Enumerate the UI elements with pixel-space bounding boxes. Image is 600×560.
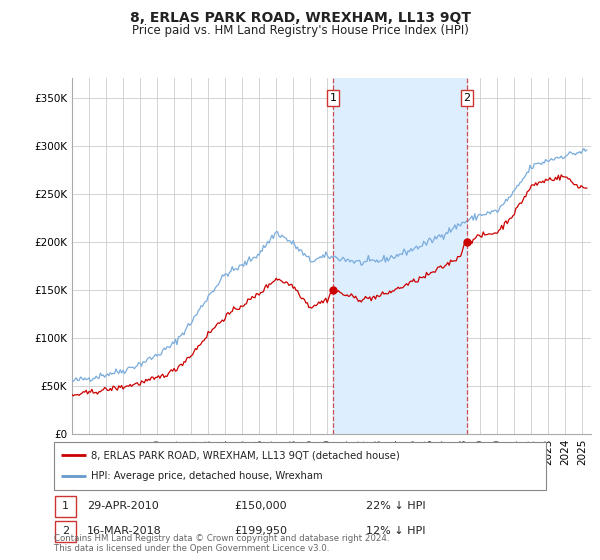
FancyBboxPatch shape (55, 496, 76, 517)
Text: 1: 1 (62, 501, 69, 511)
Text: 29-APR-2010: 29-APR-2010 (87, 501, 159, 511)
Text: £199,950: £199,950 (234, 526, 287, 536)
Text: 2: 2 (463, 93, 470, 103)
Bar (333, 78, 467, 434)
Text: 12% ↓ HPI: 12% ↓ HPI (366, 526, 425, 536)
Text: HPI: Average price, detached house, Wrexham: HPI: Average price, detached house, Wrex… (91, 471, 323, 481)
Text: 8, ERLAS PARK ROAD, WREXHAM, LL13 9QT: 8, ERLAS PARK ROAD, WREXHAM, LL13 9QT (130, 11, 470, 25)
Text: 1: 1 (329, 93, 337, 103)
Text: 16-MAR-2018: 16-MAR-2018 (87, 526, 162, 536)
Text: Price paid vs. HM Land Registry's House Price Index (HPI): Price paid vs. HM Land Registry's House … (131, 24, 469, 36)
Text: £150,000: £150,000 (234, 501, 287, 511)
Text: 22% ↓ HPI: 22% ↓ HPI (366, 501, 425, 511)
Text: 2: 2 (62, 526, 69, 536)
Text: Contains HM Land Registry data © Crown copyright and database right 2024.
This d: Contains HM Land Registry data © Crown c… (54, 534, 389, 553)
Text: 8, ERLAS PARK ROAD, WREXHAM, LL13 9QT (detached house): 8, ERLAS PARK ROAD, WREXHAM, LL13 9QT (d… (91, 450, 400, 460)
FancyBboxPatch shape (55, 521, 76, 542)
FancyBboxPatch shape (54, 442, 546, 490)
